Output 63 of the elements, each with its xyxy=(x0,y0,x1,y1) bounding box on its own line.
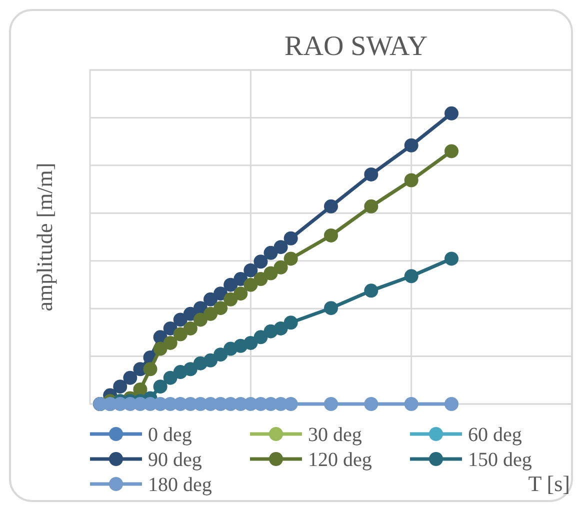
point xyxy=(404,138,418,152)
point xyxy=(404,173,418,188)
point xyxy=(364,167,378,182)
point xyxy=(444,144,458,158)
point xyxy=(183,362,198,376)
legend-label: 90 deg xyxy=(148,449,202,471)
point xyxy=(324,199,338,214)
point xyxy=(324,228,338,242)
legend-label: 60 deg xyxy=(468,424,522,446)
legend-label: 30 deg xyxy=(308,424,362,446)
point xyxy=(284,252,298,266)
point xyxy=(163,370,178,385)
point xyxy=(364,397,378,411)
point xyxy=(224,292,238,306)
point xyxy=(254,330,268,344)
chart-title: RAO SWAY xyxy=(284,31,428,62)
point xyxy=(204,306,218,321)
point xyxy=(284,397,298,411)
point xyxy=(324,301,338,316)
point xyxy=(153,342,168,356)
point xyxy=(274,321,288,336)
point xyxy=(214,301,228,316)
point xyxy=(214,286,228,301)
point xyxy=(204,292,218,306)
point xyxy=(324,397,338,411)
point xyxy=(264,266,278,280)
point xyxy=(264,246,278,260)
point xyxy=(143,362,158,376)
x-axis-title: T [s] xyxy=(528,471,570,496)
legend-label: 180 deg xyxy=(148,474,212,496)
point xyxy=(123,370,138,385)
point xyxy=(244,278,258,292)
legend-label: 150 deg xyxy=(468,449,532,471)
point xyxy=(274,260,288,274)
point xyxy=(234,286,248,301)
point xyxy=(113,380,128,394)
point xyxy=(244,336,258,350)
legend-label: 0 deg xyxy=(148,424,192,446)
point xyxy=(173,327,188,342)
y-axis-title: amplitude [m/m] xyxy=(32,162,57,312)
point xyxy=(404,269,418,284)
point xyxy=(234,272,248,286)
point xyxy=(163,336,178,350)
point xyxy=(444,252,458,266)
point xyxy=(214,348,228,362)
point xyxy=(284,316,298,330)
point xyxy=(404,397,418,411)
point xyxy=(254,272,268,286)
point xyxy=(133,382,148,396)
point xyxy=(244,263,258,278)
point xyxy=(183,321,198,336)
point xyxy=(284,231,298,246)
point xyxy=(224,278,238,292)
point xyxy=(254,254,268,269)
point xyxy=(274,240,288,254)
point xyxy=(444,397,458,411)
point xyxy=(153,380,168,394)
point xyxy=(364,199,378,214)
legend-label: 120 deg xyxy=(308,449,372,471)
point xyxy=(193,312,208,327)
point xyxy=(204,353,218,368)
point xyxy=(364,284,378,298)
point xyxy=(444,106,458,120)
